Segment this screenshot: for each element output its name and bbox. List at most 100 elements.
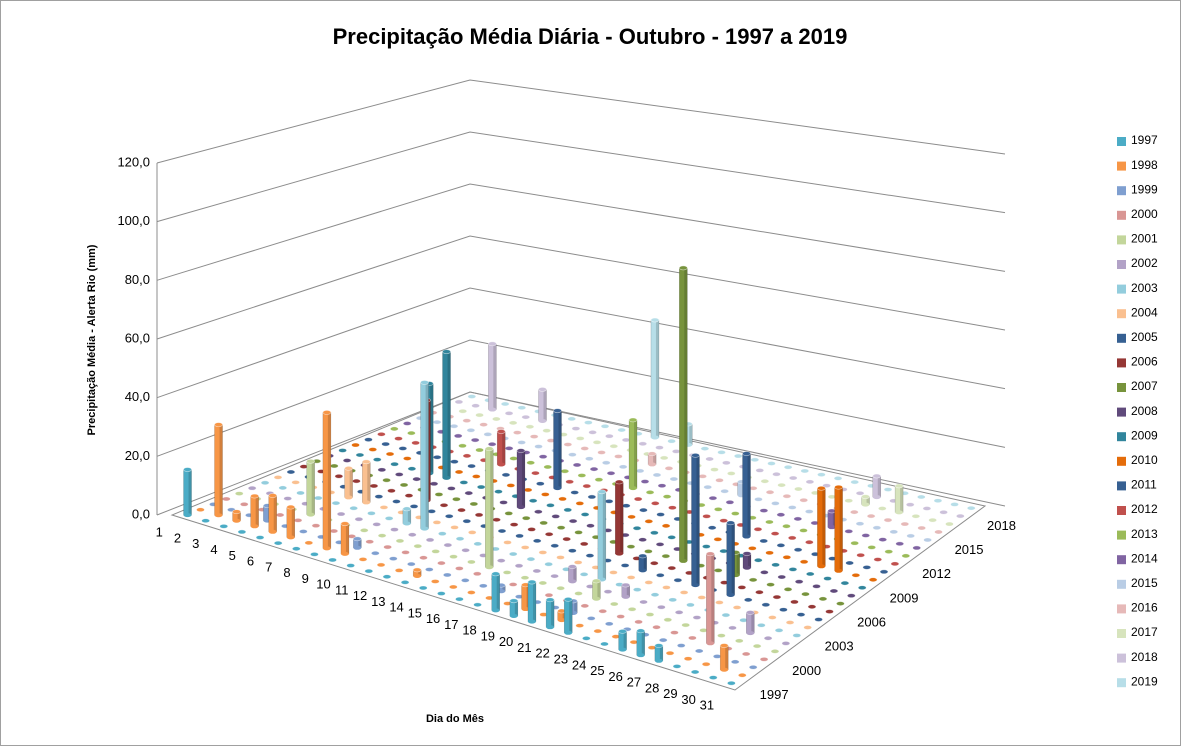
legend-label: 2007 (1131, 379, 1158, 393)
x-tick-label: 1 (156, 525, 163, 540)
bar (449, 423, 459, 429)
bar (447, 486, 456, 491)
bar (579, 541, 589, 547)
bar (956, 513, 965, 519)
legend-swatch (1117, 555, 1126, 565)
bar-top (883, 487, 893, 492)
bar (437, 591, 446, 596)
bar (462, 453, 472, 459)
bar (900, 521, 910, 527)
bar (358, 557, 368, 562)
bar (605, 433, 614, 439)
bar (766, 582, 775, 587)
bar-top (467, 463, 476, 469)
bar-base (629, 486, 638, 491)
legend-swatch (1117, 579, 1126, 589)
bar-top (601, 460, 611, 466)
bar-top (681, 622, 690, 628)
bar-top (597, 450, 606, 455)
bar-top (814, 617, 823, 622)
bar (525, 424, 535, 430)
bar (665, 650, 675, 656)
bar-top (425, 567, 434, 572)
x-tick-label: 11 (335, 582, 349, 597)
bar-base (538, 418, 547, 423)
bar (449, 554, 458, 559)
bar (655, 542, 665, 547)
bar (692, 615, 702, 620)
bar-top (336, 511, 346, 517)
legend-label: 2002 (1131, 256, 1158, 270)
bar-top (232, 509, 241, 515)
bar (639, 507, 648, 513)
bar (777, 574, 787, 580)
legend-swatch (1117, 137, 1126, 146)
bar (617, 427, 626, 433)
bar-top (638, 537, 647, 543)
legend-label: 2004 (1131, 305, 1158, 319)
bar-top (352, 478, 361, 484)
x-tick-label: 8 (283, 565, 290, 580)
bar-top (663, 617, 673, 623)
bar-base (491, 608, 500, 613)
bar-base (895, 510, 904, 515)
bar-top (597, 489, 607, 495)
bar-top (805, 479, 815, 485)
bar (407, 532, 417, 538)
bar-top (340, 521, 350, 526)
bar-top (668, 597, 678, 603)
bar (354, 516, 364, 522)
bar-base (872, 495, 881, 500)
legend-label: 2017 (1131, 625, 1158, 639)
bar (575, 501, 585, 506)
bar (412, 567, 422, 578)
depth-tick-label: 2015 (955, 542, 984, 557)
bar (401, 550, 410, 555)
bar-top (462, 418, 472, 423)
bar (722, 460, 731, 466)
bar-top (379, 505, 389, 510)
bar-top (690, 669, 700, 675)
bar-shade (684, 267, 688, 561)
bar-top (550, 543, 560, 549)
bar (741, 651, 751, 657)
bar (727, 680, 736, 686)
bar (966, 505, 976, 511)
bar (311, 523, 321, 528)
bar (575, 623, 585, 628)
bar-top (694, 648, 704, 654)
bar-top (787, 535, 797, 541)
bar-top (492, 416, 501, 422)
bar (734, 638, 744, 644)
bar-top (381, 441, 390, 447)
bar-top (527, 579, 537, 585)
x-tick-label: 29 (663, 686, 677, 701)
legend-swatch (1117, 629, 1126, 638)
bar-top (692, 615, 702, 620)
bar-top (587, 494, 597, 500)
bar-top (781, 641, 791, 646)
bar-top (679, 265, 688, 271)
bar-top (794, 579, 804, 584)
bar (638, 537, 647, 543)
bar-top (469, 501, 479, 507)
bar (632, 525, 642, 531)
bar (592, 440, 602, 445)
bar (496, 429, 506, 467)
bar (912, 545, 922, 551)
bar-top (586, 616, 596, 621)
bar-top (450, 459, 459, 464)
bar (664, 466, 674, 471)
bar-base (834, 568, 843, 573)
bar-top (746, 610, 755, 615)
bar-shade (659, 645, 663, 661)
bar (787, 535, 797, 541)
bar-shade (367, 461, 371, 503)
bar-top (353, 536, 362, 542)
bar (364, 568, 374, 574)
y-tick-label: 80,0 (125, 272, 150, 287)
bar-top (449, 584, 458, 590)
bar-shade (425, 382, 429, 529)
bar (454, 469, 464, 475)
grid-line (156, 183, 1006, 281)
